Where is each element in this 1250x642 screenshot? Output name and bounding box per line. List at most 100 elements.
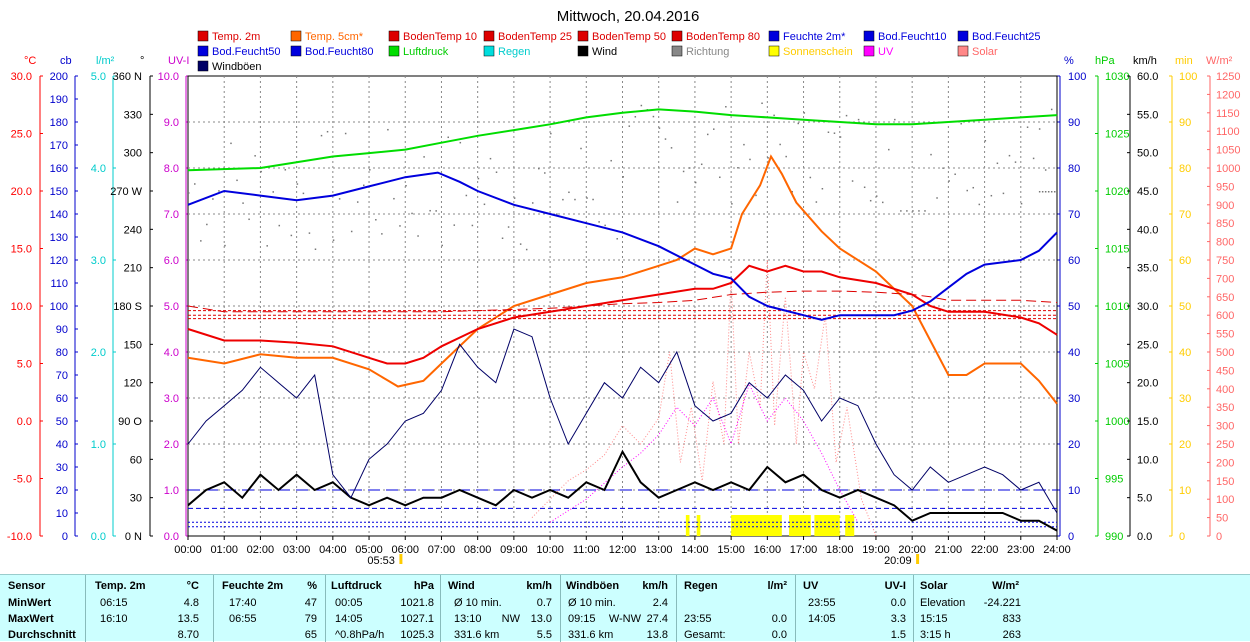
direction-point <box>990 194 993 197</box>
stats-cell: 17:40 <box>229 597 257 609</box>
axis-tick-label: 90 <box>56 324 68 336</box>
direction-point <box>519 243 522 245</box>
direction-point <box>435 210 437 212</box>
stats-cell: 16:10 <box>100 613 128 625</box>
stats-row-label: Durchschnitt <box>8 629 76 641</box>
direction-point <box>200 240 202 242</box>
axis-tick-label: 60 <box>1068 255 1080 267</box>
axis-tick-label: 1200 <box>1216 89 1240 101</box>
direction-point <box>725 106 727 108</box>
direction-point <box>260 170 262 173</box>
direction-point <box>344 132 347 135</box>
stats-cell: NW <box>501 613 520 625</box>
direction-point <box>906 210 908 212</box>
stats-cell: 1027.1 <box>400 613 434 625</box>
axis-tick-label: 2.0 <box>91 347 106 359</box>
axis-tick-label: 350 <box>1216 402 1234 414</box>
direction-point <box>936 197 938 199</box>
axis-tick-label: 60 <box>1179 255 1191 267</box>
stats-header-cell: l/m² <box>767 580 787 592</box>
stats-cell: 3:15 h <box>920 629 951 641</box>
x-axis: 00:00 01:00 02:00 03:00 04:00 05:00 06:00 07:00… <box>174 536 1071 567</box>
x-tick-label: 05:00 <box>355 544 383 556</box>
axis-tick-label: 600 <box>1216 310 1234 322</box>
legend-swatch <box>483 30 495 42</box>
uv-line <box>549 382 859 523</box>
direction-point <box>676 201 679 203</box>
stats-cell: 27.4 <box>646 613 668 625</box>
stats-cell: 14:05 <box>335 613 363 625</box>
axis-unit-label: min <box>1175 55 1193 67</box>
direction-point <box>272 191 274 193</box>
axis-tick-label: 8.0 <box>164 163 179 175</box>
stats-cell: 5.5 <box>536 629 552 641</box>
axis-tick-label: 5.0 <box>17 359 32 371</box>
direction-point <box>290 234 293 237</box>
axis-tick-label: 50 <box>1179 301 1191 313</box>
direction-point <box>592 198 594 201</box>
stats-cell: -24.221 <box>983 597 1021 609</box>
direction-point <box>441 244 443 247</box>
weather-chart: Mittwoch, 20.04.2016 Temp. 2m Temp. 5cm* B… <box>7 8 1241 567</box>
legend-entry: Temp. 2m <box>212 31 260 43</box>
axis-tick-label: 700 <box>1216 273 1234 285</box>
axis-tick-label: 90 O <box>118 416 142 428</box>
series-temp-2m <box>187 264 1058 365</box>
direction-point <box>308 232 311 234</box>
axis-unit-label: UV-I <box>168 55 189 67</box>
direction-point <box>459 141 462 144</box>
direction-point <box>996 162 999 165</box>
axis-tick-label: 5.0 <box>1137 493 1152 505</box>
axis-tick-label: 60 <box>56 393 68 405</box>
stats-cell: Gesamt: <box>684 629 726 641</box>
legend-entry: BodenTemp 10 <box>403 31 477 43</box>
direction-point <box>839 136 842 138</box>
direction-point <box>930 153 932 156</box>
direction-point <box>658 127 661 129</box>
direction-point <box>1038 128 1041 130</box>
stats-cell: 331.6 km <box>454 629 500 641</box>
direction-point <box>278 224 281 227</box>
stats-cell: 833 <box>1002 613 1021 625</box>
stats-cell: 331.6 km <box>568 629 614 641</box>
direction-point <box>453 224 456 226</box>
axis-unit-label: % <box>1064 55 1074 67</box>
axis-tick-label: 150 <box>1216 476 1234 488</box>
axis-tick-label: 800 <box>1216 237 1234 249</box>
stats-cell: W-NW <box>608 613 641 625</box>
axis-tick-label: 900 <box>1216 200 1234 212</box>
direction-point <box>755 194 757 197</box>
axis-tick-label: 55.0 <box>1137 109 1158 121</box>
axis-tick-label: 0 <box>62 531 68 543</box>
stats-cell: Ø 10 min. <box>454 597 502 609</box>
axis-unit-label: cb <box>60 55 72 67</box>
legend-entry: Sonnenschein <box>783 46 853 58</box>
legend-entry: Bod.Feucht80 <box>305 46 374 58</box>
legend-swatch <box>957 45 969 57</box>
x-tick-label: 22:00 <box>971 544 999 556</box>
stats-cell: Ø 10 min. <box>568 597 616 609</box>
legend-swatch <box>957 30 969 42</box>
axis-tick-label: 180 <box>50 117 68 129</box>
stats-header-cell: UV-I <box>884 580 906 592</box>
axis-tick-label: 7.0 <box>164 209 179 221</box>
stats-header-cell: % <box>307 580 317 592</box>
axis-tick-label: 1100 <box>1216 126 1240 138</box>
legend-entry: Bod.Feucht25 <box>972 31 1041 43</box>
legend-entry: BodenTemp 80 <box>686 31 760 43</box>
series-bodentemp-10 <box>187 290 1058 313</box>
axis-tick-label: 30 <box>1179 393 1191 405</box>
x-tick-label: 00:00 <box>174 544 202 556</box>
direction-point <box>254 155 256 157</box>
axis-tick-label: 40 <box>56 439 68 451</box>
stats-cell: 14:05 <box>808 613 836 625</box>
direction-point <box>326 130 329 133</box>
axis-tick-label: 4.0 <box>164 347 179 359</box>
axis-tick-label: 50.0 <box>1137 148 1158 160</box>
direction-point <box>706 133 709 136</box>
direction-point <box>749 158 751 161</box>
axis-tick-label: 60.0 <box>1137 71 1158 83</box>
stats-cell: 13.8 <box>646 629 668 641</box>
stats-cell: 06:15 <box>100 597 128 609</box>
legend-entry: Solar <box>972 46 998 58</box>
